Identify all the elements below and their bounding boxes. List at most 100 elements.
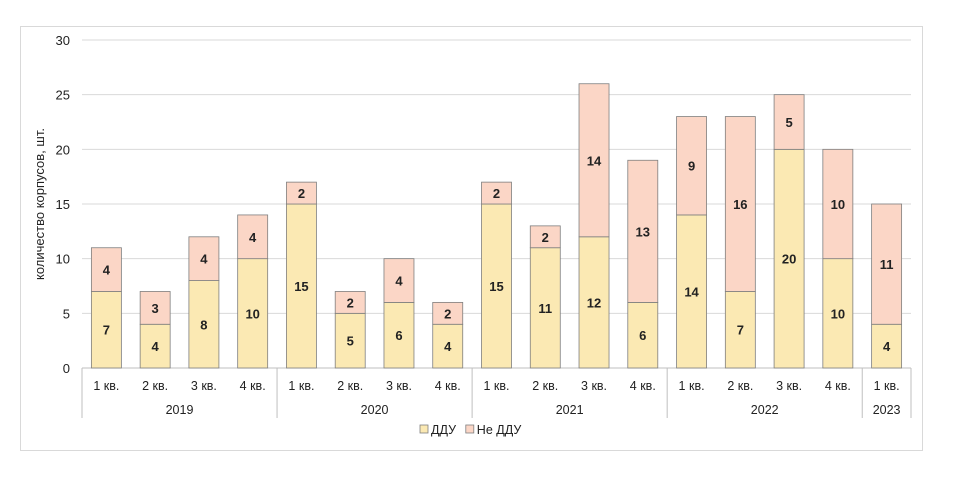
- bar-segment-ne-ddu: [822, 148, 854, 260]
- bar-segment-ne-ddu: [90, 247, 122, 292]
- data-label-ne-ddu: 3: [152, 301, 159, 316]
- bar-segment-ne-ddu: [481, 181, 512, 205]
- data-label-ne-ddu: 4: [249, 230, 257, 245]
- x-tick-label-quarter: 2 кв.: [532, 379, 558, 393]
- data-label-ne-ddu: 5: [785, 115, 792, 130]
- legend-swatch: [465, 424, 475, 434]
- bar-segment-ddu: [724, 291, 756, 369]
- data-label-ddu: 6: [395, 328, 402, 343]
- data-label-ne-ddu: 14: [587, 153, 602, 168]
- bar-segment-ddu: [237, 258, 269, 369]
- bar-segment-ne-ddu: [334, 291, 366, 314]
- bar-segment-ne-ddu: [529, 225, 561, 249]
- legend-label: Не ДДУ: [477, 423, 522, 437]
- x-tick-label-year: 2022: [751, 403, 779, 417]
- data-label-ddu: 12: [587, 295, 601, 310]
- data-label-ddu: 15: [294, 279, 308, 294]
- data-label-ddu: 7: [737, 323, 744, 338]
- bar-segment-ddu: [188, 280, 220, 369]
- bar-segment-ne-ddu: [676, 116, 707, 216]
- x-tick-label-year: 2019: [166, 403, 194, 417]
- data-label-ddu: 10: [245, 306, 259, 321]
- bar-segment-ddu: [432, 323, 464, 369]
- y-tick-label: 0: [63, 361, 70, 376]
- data-label-ne-ddu: 2: [298, 186, 305, 201]
- bar-segment-ne-ddu: [724, 116, 756, 292]
- y-tick-label: 15: [56, 197, 70, 212]
- x-tick-label-quarter: 1 кв.: [483, 379, 509, 393]
- x-tick-label-quarter: 1 кв.: [679, 379, 705, 393]
- x-tick-label-quarter: 2 кв.: [337, 379, 363, 393]
- data-label-ddu: 4: [152, 339, 160, 354]
- data-label-ne-ddu: 4: [200, 252, 208, 267]
- x-tick-label-quarter: 1 кв.: [288, 379, 314, 393]
- y-tick-label: 25: [56, 88, 70, 103]
- bar-segment-ne-ddu: [139, 291, 171, 325]
- bar-segment-ne-ddu: [578, 83, 610, 238]
- x-tick-label-quarter: 4 кв.: [240, 379, 266, 393]
- data-label-ne-ddu: 11: [880, 257, 894, 272]
- x-tick-label-quarter: 2 кв.: [727, 379, 753, 393]
- bar-segment-ne-ddu: [237, 214, 269, 260]
- data-label-ddu: 8: [200, 317, 207, 332]
- data-label-ddu: 10: [831, 306, 845, 321]
- data-label-ne-ddu: 4: [395, 274, 403, 289]
- data-label-ddu: 5: [347, 334, 354, 349]
- x-tick-label-quarter: 1 кв.: [93, 379, 119, 393]
- data-label-ne-ddu: 2: [444, 306, 451, 321]
- data-label-ne-ddu: 16: [733, 197, 747, 212]
- bar-segment-ddu: [334, 312, 366, 369]
- x-tick-label-year: 2020: [361, 403, 389, 417]
- x-tick-label-quarter: 4 кв.: [435, 379, 461, 393]
- x-tick-label-quarter: 3 кв.: [191, 379, 217, 393]
- data-label-ddu: 4: [444, 339, 452, 354]
- legend-swatch: [419, 424, 429, 434]
- data-label-ddu: 20: [782, 252, 796, 267]
- data-label-ddu: 4: [883, 339, 891, 354]
- bar-segment-ddu: [90, 291, 122, 369]
- bar-segment-ddu: [773, 148, 805, 369]
- x-tick-label-quarter: 4 кв.: [630, 379, 656, 393]
- bar-segment-ddu: [676, 214, 707, 369]
- y-tick-label: 20: [56, 142, 70, 157]
- x-tick-label-quarter: 3 кв.: [581, 379, 607, 393]
- data-label-ne-ddu: 4: [103, 263, 111, 278]
- x-tick-label-quarter: 2 кв.: [142, 379, 168, 393]
- bar-segment-ddu: [578, 236, 610, 369]
- bar-segment-ddu: [481, 203, 512, 369]
- data-label-ne-ddu: 9: [688, 159, 695, 174]
- data-label-ddu: 6: [639, 328, 646, 343]
- bar-segment-ne-ddu: [871, 203, 903, 325]
- bar-segment-ddu: [627, 301, 659, 369]
- bar-segment-ne-ddu: [286, 181, 317, 205]
- bar-segment-ne-ddu: [383, 258, 415, 303]
- bar-segment-ne-ddu: [773, 94, 805, 150]
- y-axis-label: количество корпусов, шт.: [32, 128, 47, 280]
- y-tick-label: 5: [63, 306, 70, 321]
- x-tick-label-quarter: 3 кв.: [776, 379, 802, 393]
- x-tick-label-quarter: 4 кв.: [825, 379, 851, 393]
- chart-frame: [20, 26, 923, 451]
- bar-segment-ddu: [139, 323, 171, 369]
- data-label-ddu: 15: [489, 279, 503, 294]
- data-label-ddu: 11: [538, 301, 552, 316]
- y-tick-label: 30: [56, 33, 70, 48]
- bar-segment-ne-ddu: [627, 159, 659, 303]
- legend-label: ДДУ: [431, 423, 456, 437]
- data-label-ne-ddu: 2: [493, 186, 500, 201]
- y-tick-label: 10: [56, 252, 70, 267]
- data-label-ne-ddu: 2: [347, 295, 354, 310]
- bar-segment-ne-ddu: [188, 236, 220, 281]
- bar-segment-ddu: [529, 247, 561, 369]
- x-tick-label-quarter: 3 кв.: [386, 379, 412, 393]
- data-label-ne-ddu: 13: [636, 224, 650, 239]
- data-label-ne-ddu: 10: [831, 197, 845, 212]
- x-tick-label-quarter: 1 кв.: [874, 379, 900, 393]
- data-label-ne-ddu: 2: [542, 230, 549, 245]
- data-label-ddu: 7: [103, 323, 110, 338]
- bar-segment-ddu: [286, 203, 317, 369]
- bar-segment-ddu: [383, 301, 415, 369]
- bar-segment-ne-ddu: [432, 301, 464, 325]
- data-label-ddu: 14: [684, 284, 699, 299]
